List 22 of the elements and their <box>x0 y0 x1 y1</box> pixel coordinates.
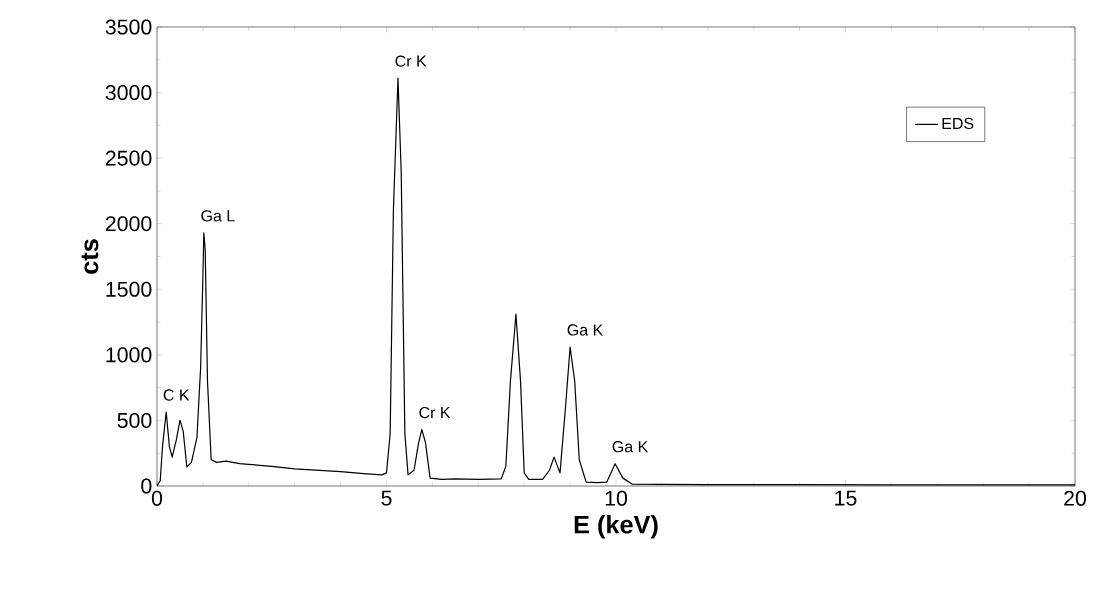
annotation: Cr K <box>419 406 451 419</box>
y-tick-label: 0 <box>141 478 152 494</box>
y-tick-label: 2000 <box>105 216 152 232</box>
x-axis-title: E (keV) <box>574 514 658 539</box>
y-tick-label: 3500 <box>105 19 152 35</box>
y-tick-label: 500 <box>117 412 152 428</box>
annotation: Ga K <box>567 324 604 336</box>
y-tick-label: 1000 <box>106 347 152 363</box>
annotation: Ga L <box>201 210 235 222</box>
annotation: C K <box>163 389 190 401</box>
annotation: Cr K <box>395 55 427 67</box>
x-tick-label: 20 <box>1064 490 1087 506</box>
x-tick-label: 10 <box>605 490 628 506</box>
annotation: Ga K <box>612 441 649 453</box>
x-tick-label: 5 <box>381 490 392 506</box>
y-tick-label: 1500 <box>106 281 152 297</box>
x-tick-label: 15 <box>835 490 857 506</box>
legend-label: EDS <box>942 117 974 130</box>
x-tick-label: 0 <box>151 490 163 506</box>
y-axis-title: cts <box>81 239 99 274</box>
y-tick-label: 3000 <box>105 85 152 101</box>
y-tick-label: 2500 <box>105 150 152 166</box>
